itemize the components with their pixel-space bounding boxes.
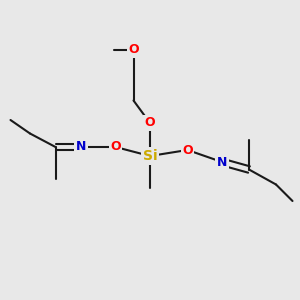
Text: O: O (110, 140, 121, 154)
Text: O: O (182, 143, 193, 157)
Text: Si: Si (143, 149, 157, 163)
Text: O: O (128, 43, 139, 56)
Text: N: N (76, 140, 86, 154)
Text: O: O (145, 116, 155, 130)
Text: N: N (217, 155, 227, 169)
